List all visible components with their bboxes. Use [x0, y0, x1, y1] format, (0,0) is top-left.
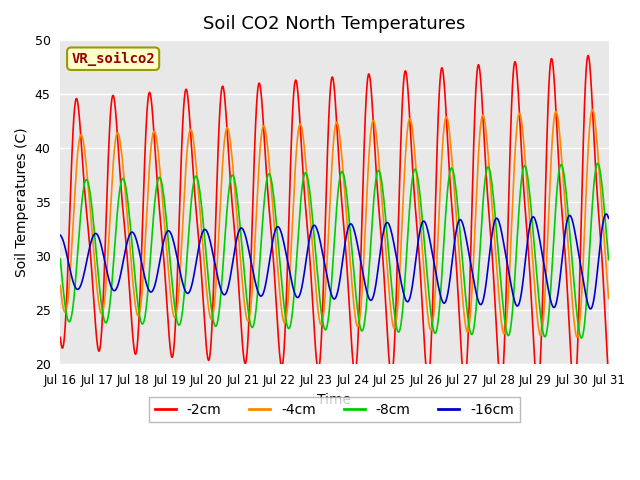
-2cm	[385, 357, 393, 363]
Line: -16cm: -16cm	[60, 214, 609, 309]
-2cm	[508, 117, 515, 122]
-16cm	[605, 216, 612, 221]
-2cm	[156, 211, 164, 216]
-4cm	[413, 176, 420, 182]
Title: Soil CO2 North Temperatures: Soil CO2 North Temperatures	[204, 15, 466, 33]
-2cm	[570, 388, 578, 394]
-2cm	[465, 296, 473, 302]
-8cm	[266, 172, 274, 178]
-8cm	[413, 170, 420, 176]
-4cm	[266, 168, 274, 173]
-4cm	[605, 296, 612, 301]
-16cm	[602, 211, 610, 217]
Line: -2cm: -2cm	[60, 56, 609, 391]
-2cm	[584, 53, 592, 59]
-4cm	[156, 167, 164, 172]
-4cm	[385, 288, 393, 294]
-16cm	[465, 253, 473, 259]
-16cm	[156, 258, 164, 264]
-16cm	[56, 232, 64, 238]
X-axis label: Time: Time	[317, 393, 351, 407]
-2cm	[413, 223, 420, 229]
Line: -4cm: -4cm	[60, 109, 609, 337]
-8cm	[385, 255, 393, 261]
-8cm	[156, 175, 164, 180]
-4cm	[589, 107, 596, 112]
Line: -8cm: -8cm	[60, 163, 609, 338]
-16cm	[385, 222, 393, 228]
-16cm	[508, 282, 515, 288]
-4cm	[465, 322, 473, 327]
Y-axis label: Soil Temperatures (C): Soil Temperatures (C)	[15, 128, 29, 277]
-8cm	[594, 160, 602, 166]
-4cm	[573, 335, 581, 340]
-4cm	[508, 236, 515, 241]
-8cm	[465, 325, 473, 331]
-2cm	[266, 213, 274, 219]
-16cm	[413, 249, 420, 254]
-8cm	[578, 335, 586, 341]
-2cm	[56, 335, 64, 340]
-16cm	[266, 256, 274, 262]
Text: VR_soilco2: VR_soilco2	[71, 52, 155, 66]
Legend: -2cm, -4cm, -8cm, -16cm: -2cm, -4cm, -8cm, -16cm	[149, 397, 520, 422]
-2cm	[605, 375, 612, 381]
-8cm	[605, 257, 612, 263]
-8cm	[508, 322, 515, 328]
-8cm	[56, 256, 64, 262]
-4cm	[56, 283, 64, 288]
-16cm	[587, 306, 595, 312]
